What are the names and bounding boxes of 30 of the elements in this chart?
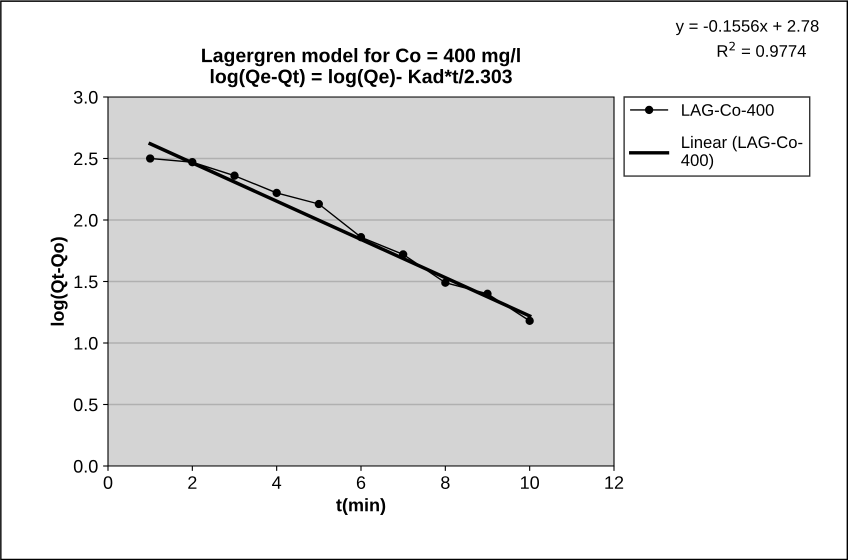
x-tick-label: 0 [104,476,112,489]
y-tick-label: 2.0 [74,214,98,227]
point [188,158,196,166]
point [399,250,408,259]
legend-label: Linear (LAG-Co- 400) [681,136,802,170]
y-tick-label: 3.0 [74,90,98,104]
x-tick-label: 8 [441,476,450,489]
point [272,188,281,198]
point [230,172,239,180]
point [146,154,154,163]
y-tick-label: 0.5 [74,398,98,412]
x-tick-label: 10 [521,476,540,489]
x-tick-label: 2 [188,476,196,489]
point [356,233,366,242]
y-tick-label: 2.5 [74,152,98,166]
x-tick-label: 12 [605,476,624,489]
chart-title: Lagergren model for Co = 400 mg/l log(Qe-Qt) = log(Qe)- Kad*t/2.303 [202,48,520,88]
text: R$^{2}$ = 0.9774 [718,42,806,57]
legend-label: LAG-Co-400 [682,104,774,116]
y-tick-label: 0.0 [74,460,98,473]
y-axis-title: log(Qt-Qo) [50,237,68,326]
y-tick-label: 1.0 [74,336,98,350]
point [526,316,534,326]
x-axis-title: t(min) [336,498,386,515]
point [441,278,450,287]
y-tick-label: 1.5 [74,276,98,288]
point [314,200,323,208]
x-tick-label: 6 [356,476,366,489]
x-tick-label: 4 [272,476,282,489]
text: y = -0.1556x + 2.78 [676,20,819,36]
